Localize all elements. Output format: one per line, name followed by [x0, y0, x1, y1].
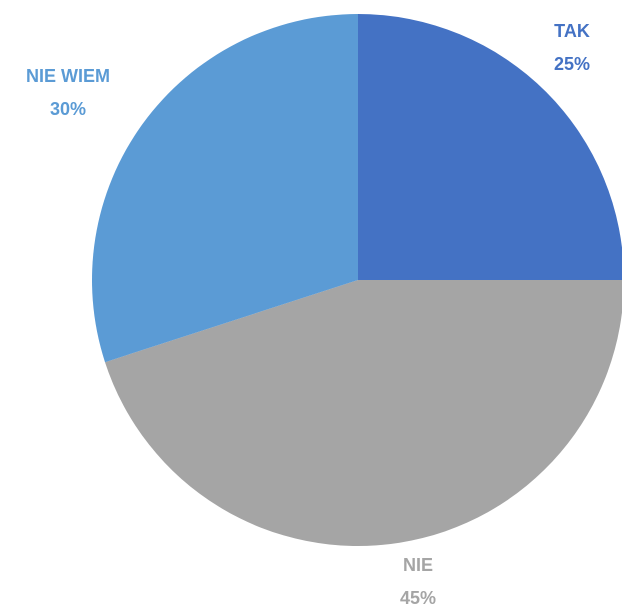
- pie-slice: [358, 14, 622, 280]
- slice-value-label: 30%: [50, 99, 86, 119]
- slice-category-label: NIE WIEM: [26, 66, 110, 86]
- pie-slice: [105, 280, 622, 546]
- slice-category-label: NIE: [403, 555, 433, 575]
- slice-value-label: 45%: [400, 588, 436, 606]
- slice-category-label: TAK: [554, 21, 590, 41]
- pie-slice: [91, 14, 359, 363]
- slice-value-label: 25%: [554, 54, 590, 74]
